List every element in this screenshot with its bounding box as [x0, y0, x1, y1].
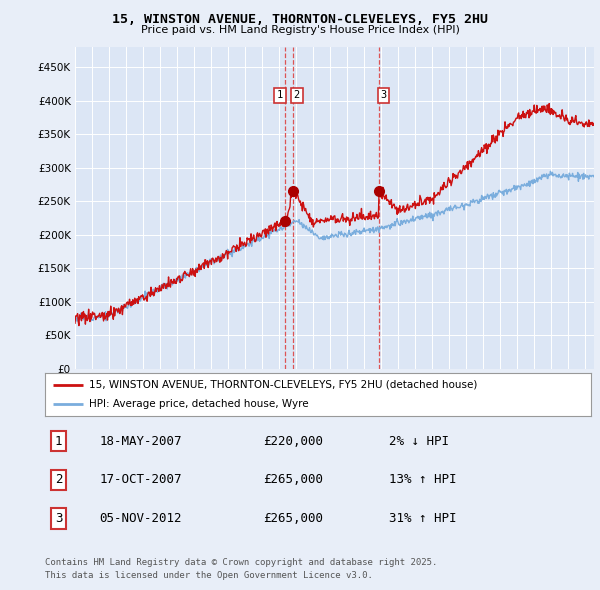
Text: This data is licensed under the Open Government Licence v3.0.: This data is licensed under the Open Gov… — [45, 571, 373, 579]
Text: 3: 3 — [55, 512, 62, 525]
Text: 2: 2 — [55, 473, 62, 486]
Text: Contains HM Land Registry data © Crown copyright and database right 2025.: Contains HM Land Registry data © Crown c… — [45, 558, 437, 566]
Text: 15, WINSTON AVENUE, THORNTON-CLEVELEYS, FY5 2HU: 15, WINSTON AVENUE, THORNTON-CLEVELEYS, … — [112, 13, 488, 26]
Text: 05-NOV-2012: 05-NOV-2012 — [100, 512, 182, 525]
Text: 1: 1 — [277, 90, 283, 100]
Text: 31% ↑ HPI: 31% ↑ HPI — [389, 512, 457, 525]
Text: Price paid vs. HM Land Registry's House Price Index (HPI): Price paid vs. HM Land Registry's House … — [140, 25, 460, 35]
Text: 2% ↓ HPI: 2% ↓ HPI — [389, 435, 449, 448]
Text: 18-MAY-2007: 18-MAY-2007 — [100, 435, 182, 448]
Text: 2: 2 — [293, 90, 300, 100]
Text: 13% ↑ HPI: 13% ↑ HPI — [389, 473, 457, 486]
Text: £220,000: £220,000 — [263, 435, 323, 448]
Text: £265,000: £265,000 — [263, 473, 323, 486]
Text: 17-OCT-2007: 17-OCT-2007 — [100, 473, 182, 486]
Text: 15, WINSTON AVENUE, THORNTON-CLEVELEYS, FY5 2HU (detached house): 15, WINSTON AVENUE, THORNTON-CLEVELEYS, … — [89, 380, 477, 390]
Text: 1: 1 — [55, 435, 62, 448]
Text: 3: 3 — [380, 90, 386, 100]
Text: HPI: Average price, detached house, Wyre: HPI: Average price, detached house, Wyre — [89, 399, 308, 409]
Text: £265,000: £265,000 — [263, 512, 323, 525]
